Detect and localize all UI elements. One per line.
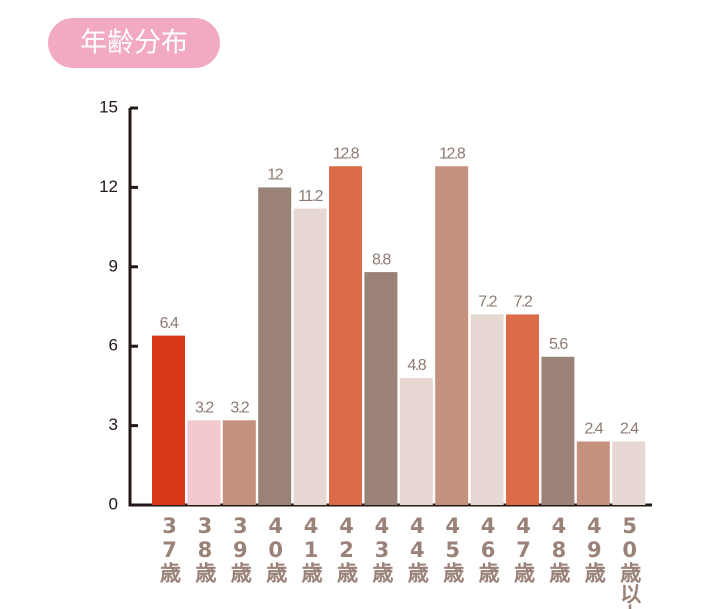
value-label: 4.8 [407, 357, 426, 374]
y-tick-label: 0 [109, 494, 118, 513]
y-tick-label: 6 [109, 336, 118, 355]
value-label: 7.2 [478, 294, 497, 311]
value-label: 6.4 [160, 315, 179, 332]
x-tick-label: 45歳 [441, 514, 465, 583]
x-tick-label: 47歳 [512, 514, 536, 583]
y-tick-label: 9 [109, 256, 118, 275]
bar [612, 441, 646, 505]
bar [576, 441, 610, 505]
bar [506, 314, 539, 505]
value-label: 8.8 [372, 251, 391, 268]
x-tick-label: 48歳 [547, 514, 571, 583]
y-tick-label: 12 [99, 177, 118, 196]
bar [152, 335, 185, 505]
bar [541, 356, 575, 505]
x-tick-label: 50歳以上 [618, 514, 642, 609]
x-tick-label: 46歳 [476, 514, 500, 583]
x-tick-label: 43歳 [370, 514, 394, 583]
value-label: 3.2 [230, 400, 249, 417]
x-tick-label: 38歳 [193, 514, 217, 583]
y-tick-label: 3 [109, 415, 118, 434]
x-tick-label: 44歳 [405, 514, 429, 583]
bar [222, 420, 256, 505]
value-label: 11.2 [298, 188, 324, 205]
x-tick-label: 39歳 [228, 514, 252, 583]
x-tick-label: 42歳 [335, 514, 359, 583]
bar [470, 314, 504, 505]
bar [329, 166, 362, 505]
value-label: 12 [267, 167, 283, 184]
x-tick-label: 40歳 [264, 514, 288, 583]
value-label: 2.4 [620, 421, 639, 438]
x-tick-label: 37歳 [158, 514, 182, 583]
value-label: 12.8 [439, 145, 466, 162]
value-label: 2.4 [584, 421, 603, 438]
title-pill [48, 18, 220, 68]
value-label: 5.6 [549, 336, 568, 353]
chart-title: 年齢分布 [80, 28, 188, 59]
bar [293, 208, 327, 505]
y-tick-label: 15 [99, 97, 118, 116]
x-tick-label: 49歳 [582, 514, 606, 583]
bar [399, 377, 433, 505]
bar [258, 187, 292, 505]
bar [364, 272, 398, 505]
value-label: 7.2 [514, 294, 533, 311]
value-label: 3.2 [195, 400, 214, 417]
bar [187, 420, 221, 505]
x-tick-label: 41歳 [299, 514, 323, 583]
value-label: 12.8 [333, 145, 360, 162]
bar [435, 166, 469, 505]
